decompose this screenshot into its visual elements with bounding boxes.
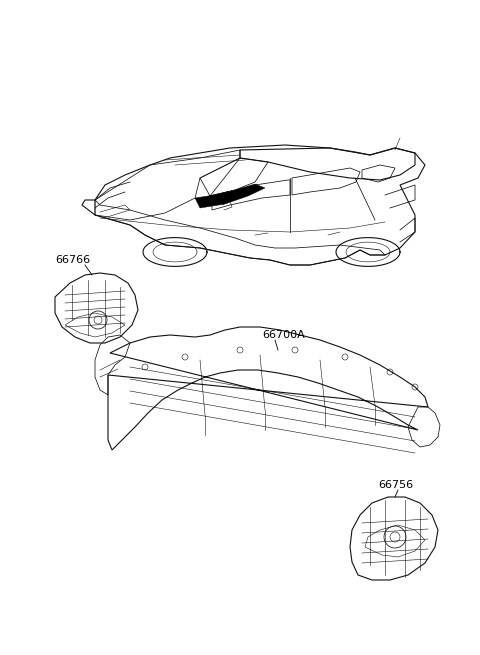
- Polygon shape: [195, 184, 265, 208]
- Text: 66700A: 66700A: [262, 330, 305, 340]
- Text: 66766: 66766: [55, 255, 90, 265]
- Text: 66756: 66756: [378, 480, 413, 490]
